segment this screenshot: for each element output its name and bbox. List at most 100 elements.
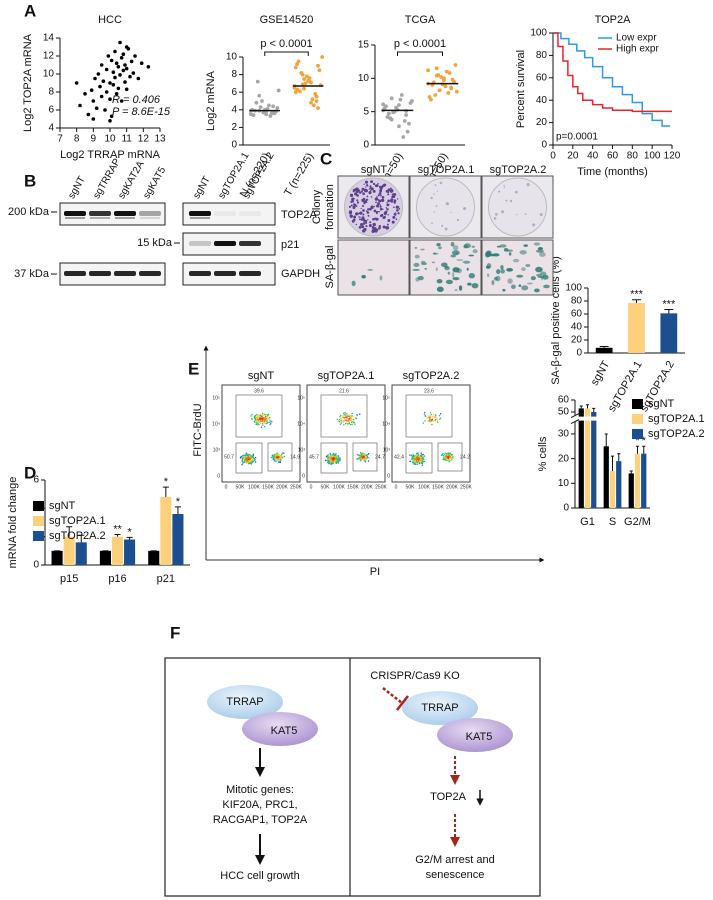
event xyxy=(258,424,260,426)
event xyxy=(256,414,258,416)
legend-label: High expr xyxy=(616,44,659,55)
flow-x-label: PI xyxy=(370,566,380,578)
blot-frame xyxy=(59,262,166,286)
colony xyxy=(367,208,370,211)
event xyxy=(415,457,417,460)
point xyxy=(123,63,127,67)
panel-label: E xyxy=(188,359,199,378)
gate-value: 23.6 xyxy=(424,388,434,394)
event xyxy=(366,457,368,459)
event xyxy=(333,457,335,460)
panel-label: B xyxy=(24,171,36,190)
point xyxy=(74,81,79,85)
colony xyxy=(374,226,377,230)
colony xyxy=(363,218,366,220)
error-bar xyxy=(592,407,596,412)
event xyxy=(417,452,419,454)
gate xyxy=(320,442,348,474)
lane-label: sgNT xyxy=(191,175,212,201)
outcome-text: senescence xyxy=(426,869,485,881)
blot-band xyxy=(65,217,85,219)
event xyxy=(332,454,334,456)
flow-x-tick: 0 xyxy=(310,484,313,490)
gate-value: 21.6 xyxy=(339,388,349,394)
point xyxy=(320,55,325,59)
stained-cell xyxy=(367,268,374,271)
event xyxy=(440,454,443,457)
colony xyxy=(385,207,388,209)
point xyxy=(113,49,117,54)
event xyxy=(449,455,452,457)
point xyxy=(113,75,117,80)
event xyxy=(269,421,271,423)
event xyxy=(342,421,345,423)
event xyxy=(250,457,252,459)
blot-band xyxy=(114,271,136,276)
event xyxy=(261,418,263,420)
event xyxy=(419,456,422,459)
y-tick-label: 10 xyxy=(43,69,55,80)
event xyxy=(414,463,417,466)
y-tick-label: 80 xyxy=(536,50,548,61)
point xyxy=(251,113,256,117)
flow-y-tick: 0 xyxy=(387,473,390,479)
colony xyxy=(359,191,362,194)
point xyxy=(300,82,305,87)
event xyxy=(339,415,341,418)
event xyxy=(423,458,425,461)
event xyxy=(429,419,431,421)
stained-cell xyxy=(503,248,509,252)
point xyxy=(444,69,449,74)
point xyxy=(119,56,124,60)
event xyxy=(447,456,449,458)
colony xyxy=(370,189,372,192)
event xyxy=(363,459,366,462)
point xyxy=(136,76,141,81)
event xyxy=(354,423,356,425)
point xyxy=(255,79,260,84)
colony xyxy=(369,207,372,211)
colony xyxy=(379,204,382,206)
event xyxy=(340,414,342,417)
protein-label: TRRAP xyxy=(226,696,263,708)
colony xyxy=(365,186,367,188)
point xyxy=(307,76,312,81)
stained-cell xyxy=(424,268,427,270)
event xyxy=(445,453,448,455)
legend-label: sgNT xyxy=(49,500,76,512)
legend-label: Low expr xyxy=(616,33,657,44)
stained-cell xyxy=(500,269,505,274)
colony xyxy=(509,199,513,203)
event xyxy=(437,421,439,423)
legend-swatch xyxy=(33,501,44,511)
event xyxy=(261,420,264,422)
error-bar xyxy=(629,470,633,474)
stained-cell xyxy=(468,273,475,279)
point xyxy=(437,88,442,93)
event xyxy=(417,454,419,456)
stained-cell xyxy=(468,254,475,257)
event xyxy=(412,455,414,458)
event xyxy=(436,418,438,420)
point xyxy=(264,112,269,117)
x-tick-label: S xyxy=(609,516,616,528)
y-tick-label: 6 xyxy=(48,105,54,116)
event xyxy=(279,460,281,462)
event xyxy=(368,457,370,459)
marker-label: 37 kDa xyxy=(14,268,50,280)
bar xyxy=(628,473,634,508)
survival-curve xyxy=(553,32,671,127)
point xyxy=(93,76,97,81)
event xyxy=(265,422,268,425)
point xyxy=(101,79,106,83)
significance: *** xyxy=(630,289,644,301)
stained-cell xyxy=(502,288,506,292)
plate xyxy=(488,177,547,237)
colony xyxy=(360,207,362,210)
event xyxy=(345,416,347,418)
stained-cell xyxy=(420,260,426,264)
point xyxy=(384,104,388,109)
gate xyxy=(320,394,368,438)
error-bar xyxy=(585,404,590,409)
